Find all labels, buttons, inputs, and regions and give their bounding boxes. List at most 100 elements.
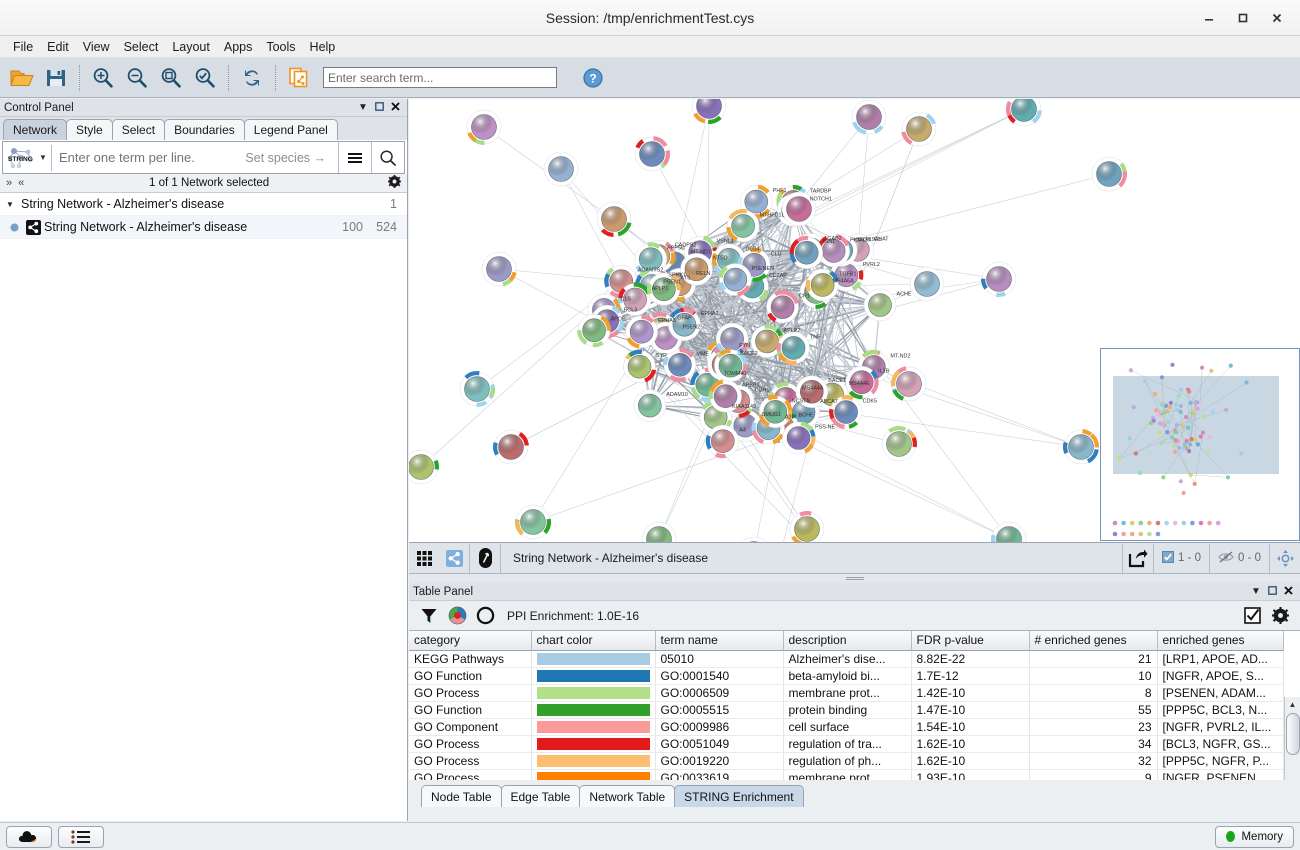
viewport-indicator[interactable] (1113, 376, 1279, 474)
network-node[interactable] (789, 511, 825, 543)
network-node[interactable] (634, 242, 667, 276)
network-node[interactable] (714, 348, 748, 382)
network-node[interactable] (596, 201, 632, 237)
open-folder-icon[interactable] (6, 62, 38, 94)
string-term-input[interactable] (52, 150, 246, 165)
zoom-in-icon[interactable] (87, 62, 119, 94)
maximize-icon[interactable] (371, 101, 387, 114)
tab-node-table[interactable]: Node Table (421, 785, 502, 807)
network-node[interactable] (708, 379, 742, 413)
tab-edge-table[interactable]: Edge Table (500, 785, 581, 807)
help-icon[interactable]: ? (577, 62, 609, 94)
network-node[interactable] (729, 409, 762, 442)
tab-boundaries[interactable]: Boundaries (164, 119, 245, 140)
collapse-all-icon[interactable]: » (6, 177, 13, 189)
network-node[interactable] (766, 290, 800, 324)
refresh-icon[interactable] (236, 62, 268, 94)
table-vertical-scrollbar[interactable]: ▲ ▼ (1284, 697, 1300, 780)
network-node[interactable] (680, 252, 713, 286)
table-row[interactable]: GO Process GO:0019220 regulation of ph... 1… (409, 752, 1284, 770)
string-options-menu-icon[interactable] (338, 142, 371, 173)
network-node[interactable] (781, 191, 817, 227)
network-node[interactable] (577, 313, 612, 348)
menu-tools[interactable]: Tools (266, 39, 296, 54)
birds-eye-overview[interactable] (1100, 348, 1300, 541)
column-header-category[interactable]: category (409, 631, 532, 651)
chevron-down-icon[interactable]: ▼ (358, 102, 368, 113)
search-input[interactable] (323, 67, 557, 88)
column-header-fdr-pvalue[interactable]: FDR p-value (911, 631, 1030, 651)
selected-checkbox-icon[interactable] (1161, 550, 1174, 566)
donut-chart-icon[interactable] (471, 603, 499, 629)
network-node[interactable] (805, 268, 840, 302)
network-node[interactable] (795, 375, 829, 408)
network-node[interactable] (691, 99, 727, 124)
minimize-button[interactable] (1192, 3, 1226, 33)
string-network-icon[interactable] (439, 544, 469, 573)
menu-select[interactable]: Select (123, 39, 159, 54)
hidden-nodes-indicator[interactable]: 0 - 0 (1210, 550, 1269, 566)
tab-style[interactable]: Style (66, 119, 113, 140)
set-species-link[interactable]: Set species → (245, 150, 326, 165)
network-node[interactable] (466, 109, 502, 145)
column-header-enriched-genes[interactable]: enriched genes (1157, 631, 1284, 651)
network-node[interactable] (618, 282, 652, 316)
close-icon[interactable] (387, 101, 403, 114)
table-row[interactable]: GO Component GO:0009986 cell surface 1.54E-… (409, 718, 1284, 736)
string-search-icon[interactable] (371, 142, 404, 173)
network-node[interactable] (726, 208, 760, 243)
network-node[interactable] (668, 307, 701, 341)
table-row[interactable]: GO Process GO:0033619 membrane prot... 1.93… (409, 769, 1284, 780)
tree-row-group[interactable]: ▼ String Network - Alzheimer's disease 1 (0, 193, 407, 216)
menu-help[interactable]: Help (309, 39, 336, 54)
close-button[interactable] (1260, 3, 1294, 33)
network-node[interactable] (758, 394, 793, 429)
network-node[interactable] (1091, 156, 1127, 192)
tab-network-table[interactable]: Network Table (579, 785, 676, 807)
pie-chart-color-icon[interactable] (443, 603, 471, 629)
network-canvas[interactable]: MT-ND2 MT-ND1 VSNL1 CD2AP MS4A4A MS4A6A MS4A4E… (409, 99, 1300, 543)
network-node[interactable] (863, 288, 897, 322)
table-row[interactable]: GO Function GO:0001540 beta-amyloid bi... 1… (409, 667, 1284, 685)
table-row[interactable]: GO Function GO:0005515 protein binding 1.47… (409, 701, 1284, 719)
tab-network[interactable]: Network (3, 119, 68, 140)
menu-layout[interactable]: Layout (172, 39, 210, 54)
network-node[interactable] (705, 424, 740, 459)
chevron-down-icon[interactable]: ▼ (1251, 586, 1261, 597)
network-node[interactable] (909, 266, 945, 302)
network-node[interactable] (845, 365, 879, 400)
column-header-description[interactable]: description (783, 631, 912, 651)
zoom-fit-icon[interactable] (155, 62, 187, 94)
enrichment-table[interactable]: category chart color term name descripti… (409, 630, 1300, 780)
close-icon[interactable] (1280, 585, 1296, 598)
network-node[interactable] (625, 314, 658, 349)
scroll-up-arrow-icon[interactable]: ▲ (1288, 699, 1297, 709)
tab-string-enrichment[interactable]: STRING Enrichment (674, 785, 804, 807)
selected-nodes-indicator[interactable]: 1 - 0 (1154, 550, 1209, 566)
tree-row-network[interactable]: String Network - Alzheimer's disease 100… (0, 216, 407, 239)
column-header-chart-color[interactable]: chart color (531, 631, 656, 651)
menu-view[interactable]: View (82, 39, 110, 54)
zoom-selected-icon[interactable] (189, 62, 221, 94)
network-node[interactable] (776, 331, 810, 365)
network-node[interactable] (641, 521, 677, 543)
network-node[interactable] (816, 234, 850, 268)
network-node[interactable] (543, 151, 579, 187)
panel-splitter[interactable] (409, 574, 1300, 583)
network-node[interactable] (646, 272, 681, 306)
network-node[interactable] (981, 261, 1017, 297)
column-header-num-enriched[interactable]: # enriched genes (1029, 631, 1158, 651)
tab-legend-panel[interactable]: Legend Panel (243, 119, 338, 140)
menu-edit[interactable]: Edit (47, 39, 69, 54)
maximize-icon[interactable] (1264, 585, 1280, 598)
network-node[interactable] (633, 389, 667, 422)
network-node[interactable] (1063, 429, 1099, 465)
memory-button[interactable]: Memory (1215, 825, 1294, 848)
network-node[interactable] (881, 426, 917, 462)
share-document-icon[interactable] (283, 62, 315, 94)
zoom-out-icon[interactable] (121, 62, 153, 94)
tab-select[interactable]: Select (111, 119, 166, 140)
maximize-button[interactable] (1226, 3, 1260, 33)
select-all-checkbox-icon[interactable] (1238, 603, 1266, 629)
scrollbar-thumb[interactable] (1286, 713, 1300, 755)
